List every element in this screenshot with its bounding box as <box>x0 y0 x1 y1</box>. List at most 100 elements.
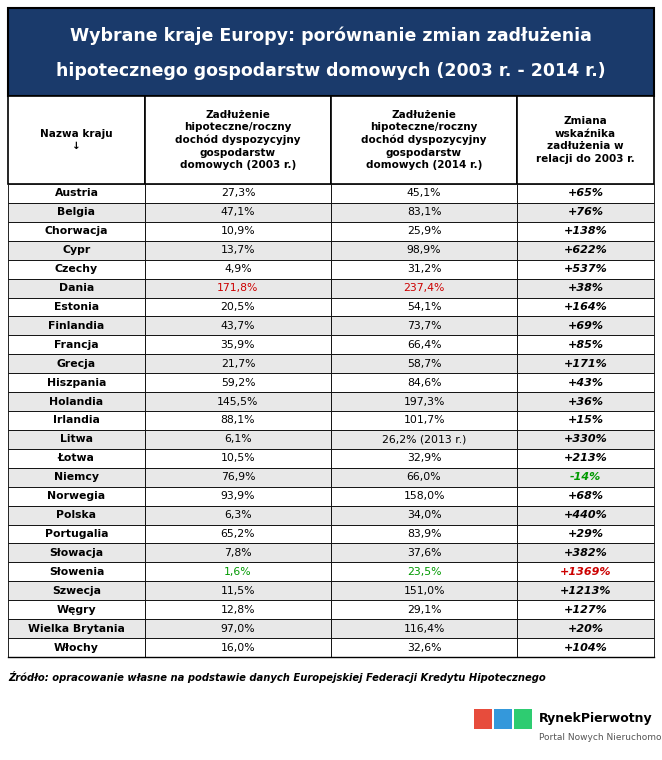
Bar <box>145 392 331 411</box>
Text: +76%: +76% <box>567 207 604 217</box>
Bar <box>8 449 145 468</box>
Bar <box>331 562 517 581</box>
Text: 98,9%: 98,9% <box>406 245 442 255</box>
Bar <box>8 335 145 354</box>
Bar <box>331 524 517 543</box>
Text: 4,9%: 4,9% <box>224 264 252 274</box>
Text: 88,1%: 88,1% <box>220 416 256 426</box>
Bar <box>517 184 654 203</box>
Bar <box>514 709 532 729</box>
Bar <box>145 222 331 241</box>
Text: 34,0%: 34,0% <box>406 510 442 520</box>
Bar <box>145 241 331 260</box>
Bar <box>517 260 654 279</box>
Text: 145,5%: 145,5% <box>217 397 259 407</box>
Text: 1,6%: 1,6% <box>224 567 252 577</box>
Bar <box>8 354 145 373</box>
Bar <box>145 411 331 430</box>
Bar <box>145 619 331 638</box>
Text: Zadłużenie
hipoteczne/roczny
dochód dyspozycyjny
gospodarstw
domowych (2014 r.): Zadłużenie hipoteczne/roczny dochód dysp… <box>361 110 487 170</box>
Bar <box>8 411 145 430</box>
Bar <box>145 486 331 505</box>
Bar <box>331 505 517 524</box>
Bar <box>331 354 517 373</box>
Bar <box>145 297 331 316</box>
Text: 47,1%: 47,1% <box>220 207 256 217</box>
Bar <box>331 297 517 316</box>
Bar <box>331 241 517 260</box>
Text: Węgry: Węgry <box>57 605 96 615</box>
Text: 93,9%: 93,9% <box>220 491 256 501</box>
Bar <box>145 449 331 468</box>
Bar <box>145 335 331 354</box>
Text: 83,9%: 83,9% <box>406 529 442 539</box>
Bar <box>8 184 145 203</box>
Text: Grecja: Grecja <box>57 359 96 369</box>
Bar <box>8 638 145 657</box>
Text: +43%: +43% <box>567 378 604 388</box>
Text: Litwa: Litwa <box>60 435 93 445</box>
Bar <box>331 203 517 222</box>
Bar <box>517 430 654 449</box>
Text: 66,0%: 66,0% <box>406 472 442 483</box>
Text: Zmiana
wskaźnika
zadłużenia w
relacji do 2003 r.: Zmiana wskaźnika zadłużenia w relacji do… <box>536 116 635 163</box>
Bar <box>145 96 331 184</box>
Text: 27,3%: 27,3% <box>220 188 256 198</box>
Bar <box>331 260 517 279</box>
Bar <box>517 373 654 392</box>
Text: 26,2% (2013 r.): 26,2% (2013 r.) <box>382 435 466 445</box>
Text: +69%: +69% <box>567 321 604 331</box>
Text: 31,2%: 31,2% <box>406 264 442 274</box>
Text: +382%: +382% <box>563 548 608 558</box>
Text: -14%: -14% <box>570 472 601 483</box>
Bar <box>8 524 145 543</box>
Text: hipotecznego gospodarstw domowych (2003 r. - 2014 r.): hipotecznego gospodarstw domowych (2003 … <box>56 62 606 81</box>
Text: 43,7%: 43,7% <box>220 321 256 331</box>
Text: Szwecja: Szwecja <box>52 586 101 596</box>
Text: 58,7%: 58,7% <box>406 359 442 369</box>
Text: 35,9%: 35,9% <box>220 340 256 350</box>
Text: 11,5%: 11,5% <box>220 586 256 596</box>
Text: Finlandia: Finlandia <box>48 321 105 331</box>
Bar <box>331 581 517 600</box>
Text: +164%: +164% <box>563 302 608 312</box>
Text: Norwegia: Norwegia <box>48 491 105 501</box>
Text: 101,7%: 101,7% <box>403 416 445 426</box>
Bar <box>8 619 145 638</box>
Bar <box>8 562 145 581</box>
Bar <box>517 562 654 581</box>
Text: +68%: +68% <box>567 491 604 501</box>
Bar <box>8 8 654 96</box>
Bar <box>145 562 331 581</box>
Text: 32,6%: 32,6% <box>406 642 442 653</box>
Text: +29%: +29% <box>567 529 604 539</box>
Text: Słowacja: Słowacja <box>50 548 103 558</box>
Bar <box>331 638 517 657</box>
Bar <box>517 392 654 411</box>
Text: Włochy: Włochy <box>54 642 99 653</box>
Text: +65%: +65% <box>567 188 604 198</box>
Text: +15%: +15% <box>567 416 604 426</box>
Text: Portal Nowych Nieruchomości: Portal Nowych Nieruchomości <box>539 732 662 742</box>
Text: 116,4%: 116,4% <box>403 624 445 634</box>
Bar <box>331 411 517 430</box>
Bar <box>145 505 331 524</box>
Text: +1213%: +1213% <box>560 586 611 596</box>
Text: +1369%: +1369% <box>560 567 611 577</box>
Bar <box>331 449 517 468</box>
Bar <box>8 260 145 279</box>
Text: +38%: +38% <box>567 283 604 293</box>
Text: Chorwacja: Chorwacja <box>45 226 108 236</box>
Bar <box>494 709 512 729</box>
Text: Francja: Francja <box>54 340 99 350</box>
Bar <box>331 222 517 241</box>
Text: 158,0%: 158,0% <box>403 491 445 501</box>
Text: 7,8%: 7,8% <box>224 548 252 558</box>
Bar <box>517 543 654 562</box>
Text: 6,3%: 6,3% <box>224 510 252 520</box>
Text: 45,1%: 45,1% <box>406 188 442 198</box>
Bar <box>145 581 331 600</box>
Bar <box>517 96 654 184</box>
Bar <box>8 543 145 562</box>
Text: Słowenia: Słowenia <box>49 567 104 577</box>
